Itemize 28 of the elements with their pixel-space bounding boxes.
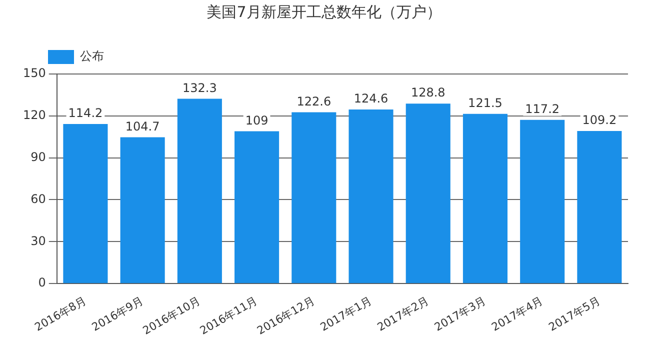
y-tick-label: 60 [30,192,46,206]
bar [292,112,336,284]
data-label: 122.6 [296,94,332,108]
chart-title: 美国7月新屋开工总数年化（万户） [206,2,442,21]
bar [120,137,165,284]
bar [348,109,394,284]
data-label: 124.6 [354,92,388,106]
data-label: 132.3 [182,80,217,95]
legend-label: 公布 [80,49,104,64]
y-tick-label: 150 [23,66,46,80]
y-tick-label: 120 [23,108,46,122]
data-label: 117.2 [525,102,560,116]
data-label: 109.2 [582,113,617,128]
data-label: 114.2 [68,106,103,120]
bar [234,131,280,284]
data-label: 104.7 [125,119,160,134]
y-tick-label: 30 [30,234,46,248]
data-label: 121.5 [468,96,502,110]
bar [520,120,565,284]
bar [406,104,450,284]
data-label: 109 [245,113,268,128]
bar [462,114,508,284]
bar [577,131,622,284]
y-tick-label: 90 [30,150,46,164]
data-label: 128.8 [410,86,446,100]
bar [177,98,222,284]
bar [63,124,108,284]
y-tick-label: 0 [38,276,46,290]
